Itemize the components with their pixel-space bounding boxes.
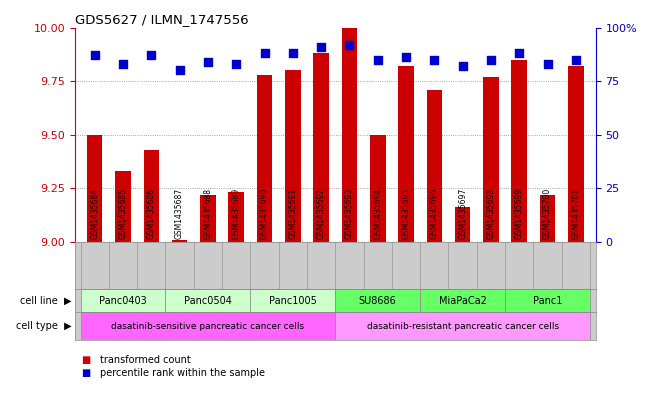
Point (429, 57, 439, 63)
Bar (420, 289, 505, 312)
Text: percentile rank within the sample: percentile rank within the sample (100, 368, 264, 378)
Text: dasatinib-sensitive pancreatic cancer cells: dasatinib-sensitive pancreatic cancer ce… (111, 322, 305, 331)
Bar (505, 289, 590, 312)
Bar (81, 312, 335, 340)
Point (146, 52, 156, 59)
Point (401, 54, 411, 61)
Text: cell type  ▶: cell type ▶ (16, 321, 72, 331)
Point (542, 61, 553, 67)
Bar (483, 77, 499, 242)
Bar (115, 171, 131, 242)
Bar (143, 150, 159, 242)
Text: MiaPaCa2: MiaPaCa2 (439, 296, 486, 306)
Bar (342, 28, 357, 242)
Bar (398, 66, 414, 242)
Point (316, 44, 326, 50)
Point (486, 57, 496, 63)
Bar (165, 289, 251, 312)
Point (174, 67, 185, 73)
Bar (200, 195, 215, 242)
Bar (512, 60, 527, 242)
Bar (251, 289, 335, 312)
Text: Panc0403: Panc0403 (99, 296, 147, 306)
Text: dasatinib-resistant pancreatic cancer cells: dasatinib-resistant pancreatic cancer ce… (367, 322, 559, 331)
Point (202, 59, 213, 65)
Point (344, 42, 355, 48)
Point (372, 57, 383, 63)
Point (514, 50, 525, 56)
Point (288, 50, 298, 56)
Bar (426, 90, 442, 242)
Point (259, 50, 270, 56)
Point (458, 63, 468, 69)
Text: Panc1: Panc1 (533, 296, 562, 306)
Bar (335, 312, 590, 340)
Bar (540, 195, 555, 242)
Bar (87, 134, 102, 242)
Text: Panc0504: Panc0504 (184, 296, 232, 306)
Bar (335, 289, 420, 312)
Bar (455, 208, 471, 242)
Bar (313, 53, 329, 242)
Text: ■: ■ (81, 368, 90, 378)
Point (118, 61, 128, 67)
Text: SU8686: SU8686 (359, 296, 396, 306)
Point (231, 61, 242, 67)
Bar (229, 193, 244, 242)
Bar (172, 240, 187, 242)
Text: ■: ■ (81, 354, 90, 365)
Bar (370, 134, 385, 242)
Bar (81, 289, 165, 312)
Text: Panc1005: Panc1005 (269, 296, 317, 306)
Point (89, 52, 100, 59)
Bar (568, 66, 584, 242)
Point (571, 57, 581, 63)
Bar (285, 70, 301, 242)
Text: cell line  ▶: cell line ▶ (20, 296, 72, 306)
Bar (256, 75, 272, 242)
Text: GDS5627 / ILMN_1747556: GDS5627 / ILMN_1747556 (75, 13, 249, 26)
Text: transformed count: transformed count (100, 354, 190, 365)
